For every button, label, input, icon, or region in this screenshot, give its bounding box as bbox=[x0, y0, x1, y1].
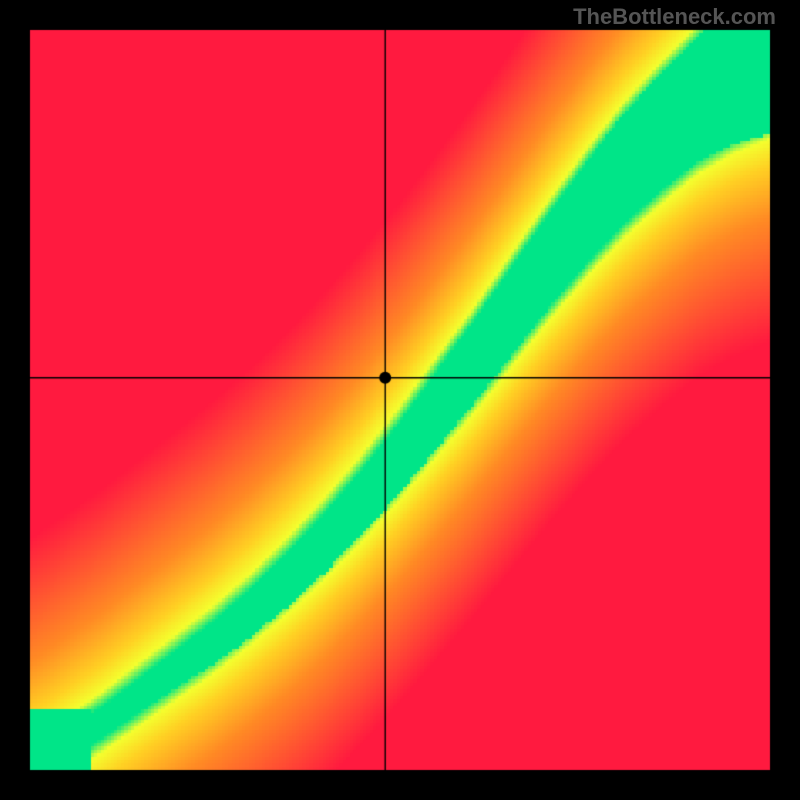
chart-container: TheBottleneck.com bbox=[0, 0, 800, 800]
heatmap-canvas bbox=[0, 0, 800, 800]
watermark-text: TheBottleneck.com bbox=[573, 4, 776, 30]
